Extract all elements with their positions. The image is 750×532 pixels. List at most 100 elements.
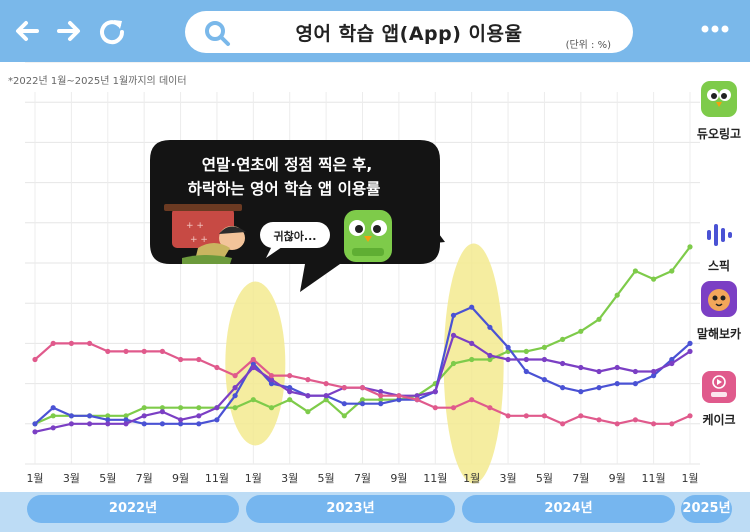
data-point bbox=[32, 356, 38, 363]
data-point bbox=[232, 393, 238, 399]
data-point bbox=[523, 368, 529, 375]
legend-cake: 케이크 bbox=[690, 370, 748, 428]
data-point bbox=[541, 356, 548, 363]
chart-title: 영어 학습 앱(App) 이용율 bbox=[295, 23, 523, 45]
data-point bbox=[560, 336, 566, 342]
data-point bbox=[450, 332, 457, 338]
more-options-icon[interactable] bbox=[700, 24, 730, 34]
browser-toolbar: 영어 학습 앱(App) 이용율 (단위 : %) bbox=[0, 0, 750, 62]
x-tick-label: 9월 bbox=[609, 472, 626, 485]
data-point bbox=[323, 381, 329, 387]
speech-text: 귀찮아... bbox=[274, 229, 317, 243]
data-point bbox=[651, 373, 657, 379]
data-point bbox=[305, 409, 311, 415]
data-point bbox=[541, 344, 548, 350]
data-point bbox=[123, 348, 129, 354]
line-chart: 1월 3월 5월 7월 9월 11월 1월 3월 5월 7월 9월 11월 1월 3월 5월 7월 9월 11월 1… bbox=[25, 62, 700, 485]
back-arrow-icon[interactable] bbox=[12, 16, 42, 46]
refresh-icon[interactable] bbox=[97, 16, 127, 46]
data-point bbox=[50, 425, 56, 431]
data-point bbox=[68, 340, 74, 346]
data-point bbox=[687, 413, 693, 419]
data-point bbox=[178, 421, 184, 427]
series-layer bbox=[32, 244, 693, 435]
search-bar[interactable]: 영어 학습 앱(App) 이용율 (단위 : %) bbox=[185, 11, 633, 53]
data-point bbox=[141, 348, 147, 354]
legend-duolingo: 듀오링고 bbox=[690, 80, 748, 142]
data-point bbox=[469, 397, 475, 403]
legend-label-speak: 스픽 bbox=[707, 259, 731, 273]
data-point bbox=[359, 397, 366, 403]
data-point bbox=[487, 356, 493, 363]
data-point bbox=[414, 397, 420, 403]
speak-waveform-icon bbox=[707, 224, 732, 246]
data-point bbox=[687, 244, 693, 250]
data-point bbox=[396, 397, 402, 403]
legend-label-cake: 케이크 bbox=[702, 413, 736, 427]
data-point bbox=[359, 385, 366, 391]
x-tick-label: 9월 bbox=[172, 472, 189, 485]
unit-label: (단위 : %) bbox=[565, 40, 611, 51]
svg-text:+ +: + + bbox=[190, 235, 208, 245]
malhaeboca-app-icon bbox=[701, 281, 737, 317]
data-point bbox=[178, 356, 184, 363]
data-point bbox=[105, 413, 111, 419]
data-point bbox=[523, 356, 529, 363]
x-tick-label: 1월 bbox=[463, 472, 480, 485]
data-point bbox=[614, 421, 620, 427]
data-point bbox=[541, 377, 548, 383]
data-point bbox=[32, 421, 38, 427]
data-point bbox=[196, 421, 202, 427]
data-point bbox=[396, 393, 402, 399]
x-axis-ticks: 1월 3월 5월 7월 9월 11월 1월 3월 5월 7월 9월 11월 1월 3월 5월 7월 9월 11월 1… bbox=[26, 472, 698, 485]
x-tick-label: 3월 bbox=[281, 472, 298, 485]
data-point bbox=[287, 373, 293, 379]
x-tick-label: 1월 bbox=[26, 472, 43, 485]
data-point bbox=[50, 413, 56, 419]
data-point bbox=[632, 268, 639, 274]
x-tick-label: 1월 bbox=[681, 472, 698, 485]
data-point bbox=[159, 405, 165, 411]
data-point bbox=[50, 405, 56, 411]
data-point bbox=[50, 340, 56, 346]
data-point bbox=[378, 401, 384, 407]
data-point bbox=[32, 429, 38, 435]
legend-speak: 스픽 bbox=[690, 220, 748, 274]
x-tick-label: 11월 bbox=[423, 472, 447, 485]
forward-arrow-icon[interactable] bbox=[54, 16, 84, 46]
cake-app-icon bbox=[702, 371, 736, 403]
svg-text:+ +: + + bbox=[186, 221, 204, 231]
callout-tail bbox=[425, 222, 445, 244]
x-tick-label: 7월 bbox=[136, 472, 153, 485]
data-point bbox=[105, 348, 111, 354]
data-point bbox=[232, 385, 238, 391]
data-point bbox=[378, 397, 384, 403]
data-point bbox=[341, 385, 347, 391]
data-point bbox=[669, 360, 675, 367]
data-point bbox=[560, 385, 566, 391]
data-point bbox=[214, 405, 220, 411]
x-tick-label: 5월 bbox=[536, 472, 553, 485]
data-point bbox=[268, 381, 275, 387]
data-point bbox=[505, 356, 511, 363]
data-point bbox=[596, 316, 602, 322]
data-point bbox=[323, 393, 329, 399]
data-point bbox=[669, 356, 675, 363]
data-point bbox=[669, 268, 675, 274]
data-point bbox=[578, 413, 584, 419]
data-point bbox=[560, 421, 566, 427]
x-tick-label: 1월 bbox=[245, 472, 262, 485]
data-point bbox=[432, 389, 438, 395]
peak-highlights bbox=[225, 243, 504, 484]
data-point bbox=[560, 360, 566, 367]
data-point bbox=[159, 409, 165, 415]
x-tick-label: 7월 bbox=[572, 472, 589, 485]
data-point bbox=[214, 364, 220, 371]
data-point bbox=[505, 344, 511, 350]
data-point bbox=[250, 356, 256, 363]
data-point bbox=[651, 368, 657, 375]
data-point bbox=[669, 421, 675, 427]
callout-bubble: 연말·연초에 정점 찍은 후, 하락하는 영어 학습 앱 이용률 + + + +… bbox=[150, 140, 445, 292]
data-point bbox=[596, 417, 602, 423]
